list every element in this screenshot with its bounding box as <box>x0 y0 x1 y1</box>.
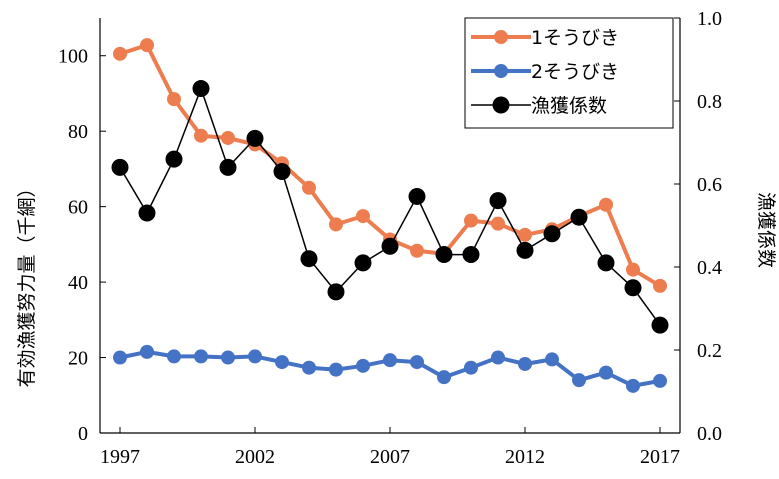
series-3-point <box>165 150 183 168</box>
y-left-tick-label: 100 <box>58 46 88 68</box>
series-1-point <box>167 92 181 107</box>
legend-marker-1 <box>494 30 508 44</box>
y-right-tick-label: 0.2 <box>697 340 722 362</box>
series-3-point <box>327 283 345 301</box>
x-tick-label: 2007 <box>370 446 410 468</box>
series-3-point <box>624 279 642 297</box>
series-3-point <box>111 158 129 176</box>
series-1-point <box>464 213 478 228</box>
series-2-point <box>140 344 154 359</box>
legend-marker-3 <box>492 96 510 114</box>
x-tick-label: 2002 <box>235 446 275 468</box>
series-3-point <box>192 80 210 98</box>
series-2-point <box>113 350 127 365</box>
series-1-point <box>329 217 343 232</box>
series-1-point <box>194 128 208 143</box>
series-layer <box>111 38 669 393</box>
series-2-point <box>221 350 235 365</box>
series-3-point <box>651 316 669 334</box>
y-left-tick-label: 60 <box>68 197 88 219</box>
series-2-point <box>275 355 289 370</box>
x-tick-label: 2017 <box>640 446 680 468</box>
series-3-point <box>381 237 399 255</box>
series-1-point <box>221 130 235 145</box>
series-2-point <box>302 360 316 375</box>
series-2-point <box>437 370 451 385</box>
y-right-tick-label: 0.8 <box>697 91 722 113</box>
series-3-point <box>246 129 264 147</box>
series-3-point <box>408 187 426 205</box>
series-3-point <box>354 254 372 272</box>
y-left-tick-label: 40 <box>68 272 88 294</box>
y-axis-right-title: 漁獲係数 <box>755 192 777 268</box>
series-2 <box>113 344 667 393</box>
series-2-point <box>410 355 424 370</box>
series-1-point <box>518 227 532 242</box>
legend-marker-2 <box>494 64 508 78</box>
series-2-point <box>572 373 586 388</box>
series-3 <box>111 80 669 334</box>
series-2-point <box>653 373 667 388</box>
series-2-point <box>356 358 370 373</box>
series-1-point <box>626 262 640 277</box>
x-tick-label: 2012 <box>505 446 545 468</box>
y-left-tick-label: 20 <box>68 348 88 370</box>
y-right-tick-label: 1.0 <box>697 8 722 30</box>
legend-label-1: 1そうびき <box>531 27 619 49</box>
series-2-point <box>329 362 343 377</box>
series-2-point <box>626 378 640 393</box>
series-3-point <box>219 158 237 176</box>
series-3-point <box>597 254 615 272</box>
series-2-point <box>491 350 505 365</box>
series-3-point <box>462 246 480 264</box>
y-axis-left-title: 有効漁獲努力量（千網） <box>16 178 38 387</box>
series-2-point <box>518 356 532 371</box>
y-right-tick-label: 0.0 <box>697 423 722 445</box>
series-2-point <box>383 353 397 368</box>
y-right-tick-label: 0.6 <box>697 174 722 196</box>
legend-label-3: 漁獲係数 <box>531 95 607 117</box>
y-left-tick-label: 0 <box>78 423 88 445</box>
series-3-point <box>516 241 534 259</box>
series-1-point <box>140 38 154 53</box>
series-2-point <box>167 349 181 364</box>
series-3-point <box>489 192 507 210</box>
x-tick-label: 1997 <box>100 446 140 468</box>
series-1-point <box>653 278 667 293</box>
series-3-point <box>570 208 588 226</box>
series-3-point <box>138 204 156 222</box>
series-3-point <box>543 225 561 243</box>
y-right-tick-label: 0.4 <box>697 257 722 279</box>
ticks: 0 20 40 60 80 100 0.0 0.2 0.4 0.6 0.8 1.0 1997 2002 20… <box>58 8 722 468</box>
series-3-point <box>273 163 291 181</box>
series-1-point <box>599 197 613 212</box>
series-1-point <box>410 243 424 258</box>
series-2-point <box>545 352 559 367</box>
series-3-point <box>435 246 453 264</box>
series-2-point <box>599 365 613 380</box>
series-2-point <box>248 349 262 364</box>
series-1-point <box>356 209 370 224</box>
series-1-point <box>491 216 505 231</box>
series-1-point <box>113 46 127 61</box>
y-left-tick-label: 80 <box>68 121 88 143</box>
series-2-point <box>464 360 478 375</box>
series-1-point <box>302 180 316 195</box>
legend-label-2: 2そうびき <box>531 61 619 83</box>
series-3-point <box>300 250 318 268</box>
series-2-point <box>194 349 208 364</box>
